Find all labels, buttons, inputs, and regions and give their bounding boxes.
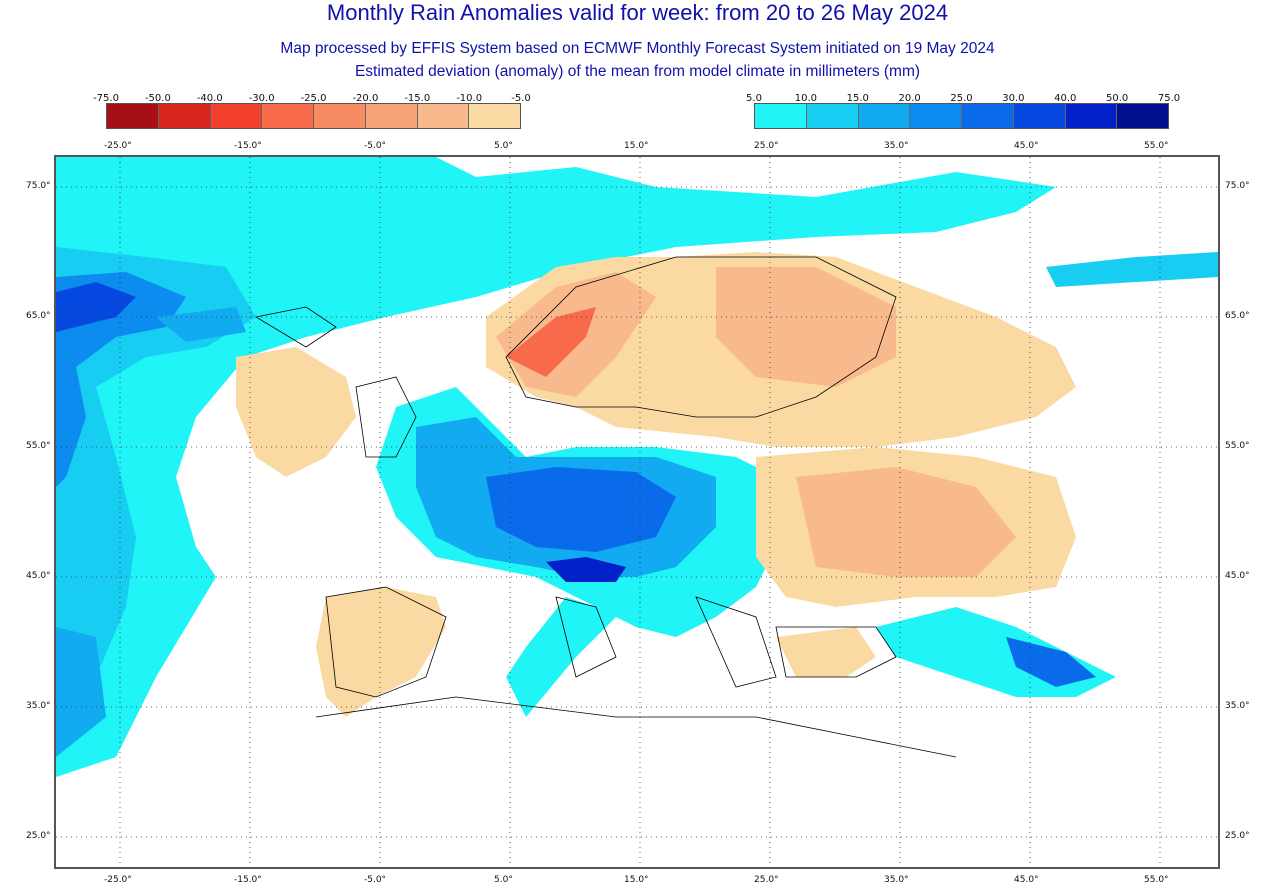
- legend-swatch: [262, 104, 314, 128]
- legend-label: -40.0: [196, 93, 223, 104]
- axis-tick-label: -15.0°: [234, 141, 262, 151]
- legend-label: 5.0: [746, 93, 762, 104]
- axis-tick-label: -5.0°: [364, 875, 387, 885]
- axis-tick-label: 5.0°: [494, 141, 513, 151]
- axis-tick-label: 55.0°: [1225, 441, 1250, 451]
- axis-tick-label: 75.0°: [1225, 181, 1250, 191]
- axis-tick-label: 55.0°: [1144, 141, 1169, 151]
- legend-label: 30.0: [1002, 93, 1025, 104]
- atlantic-wet-anomaly-2: [56, 247, 256, 717]
- legend-swatch: [107, 104, 159, 128]
- axis-tick-label: 5.0°: [494, 875, 513, 885]
- eastern-europe-dry-anomaly-2: [796, 467, 1016, 577]
- legend-swatch: [755, 104, 807, 128]
- axis-tick-label: -5.0°: [364, 141, 387, 151]
- legend-label: -10.0: [456, 93, 483, 104]
- legend-label: 50.0: [1105, 93, 1129, 104]
- axis-tick-label: 35.0°: [26, 701, 51, 711]
- legend-label: -15.0: [404, 93, 431, 104]
- axis-tick-label: 35.0°: [1225, 701, 1250, 711]
- atlantic-wet-anomaly-4: [56, 282, 136, 332]
- legend-label: -30.0: [248, 93, 275, 104]
- axis-tick-label: 15.0°: [624, 875, 649, 885]
- axis-tick-label: 25.0°: [754, 141, 779, 151]
- axis-tick-label: 15.0°: [624, 141, 649, 151]
- barents-wet-anomaly: [1046, 252, 1218, 287]
- anomaly-map: [56, 157, 1218, 867]
- axis-tick-label: 25.0°: [1225, 831, 1250, 841]
- graticule: [56, 157, 1218, 867]
- map-subtitle-processing: Map processed by EFFIS System based on E…: [280, 40, 995, 57]
- legend-positive-colorbar: [754, 103, 1169, 129]
- legend-label: 20.0: [898, 93, 921, 104]
- legend-label: -75.0: [93, 93, 119, 104]
- atlantic-south-wet: [56, 627, 106, 757]
- legend-swatch: [210, 104, 263, 128]
- map-frame: [54, 155, 1220, 869]
- legend-label: -50.0: [144, 93, 171, 104]
- legend-swatch: [858, 104, 911, 128]
- turkey-dry-anomaly: [776, 627, 876, 677]
- legend-label: -20.0: [352, 93, 379, 104]
- legend-label: 40.0: [1054, 93, 1077, 104]
- norway-dry-anomaly: [506, 307, 596, 377]
- axis-tick-label: 25.0°: [26, 831, 51, 841]
- legend-swatch: [806, 104, 859, 128]
- finland-dry-anomaly: [716, 267, 896, 387]
- axis-tick-label: 65.0°: [1225, 311, 1250, 321]
- axis-tick-label: 65.0°: [26, 311, 51, 321]
- axis-tick-label: 75.0°: [26, 181, 51, 191]
- legend-swatch: [1117, 104, 1168, 128]
- legend-swatch: [314, 104, 366, 128]
- legend-swatch: [910, 104, 962, 128]
- legend-label: -25.0: [300, 93, 327, 104]
- legend-swatch: [962, 104, 1014, 128]
- axis-tick-label: 35.0°: [884, 141, 909, 151]
- legend-label: 15.0: [846, 93, 869, 104]
- axis-tick-label: 25.0°: [754, 875, 779, 885]
- axis-tick-label: 45.0°: [1014, 141, 1039, 151]
- legend-swatch: [365, 104, 418, 128]
- legend-label: 25.0: [950, 93, 973, 104]
- caspian-wet-anomaly-2: [1006, 637, 1096, 687]
- legend-swatch: [469, 104, 520, 128]
- coastlines: [254, 256, 957, 758]
- caspian-wet-anomaly: [876, 607, 1116, 697]
- atlantic-wet-anomaly-3: [56, 272, 186, 487]
- legend-swatch: [1065, 104, 1118, 128]
- axis-tick-label: 45.0°: [1014, 875, 1039, 885]
- legend-label: -5.0: [511, 93, 531, 104]
- map-title: Monthly Rain Anomalies valid for week: f…: [326, 0, 949, 25]
- legend-swatch: [1013, 104, 1066, 128]
- central-europe-wet-anomaly-3: [486, 467, 676, 552]
- legend-swatch: [417, 104, 470, 128]
- axis-tick-label: 45.0°: [26, 571, 51, 581]
- map-subtitle-units: Estimated deviation (anomaly) of the mea…: [354, 63, 921, 80]
- axis-tick-label: 55.0°: [26, 441, 51, 451]
- legend-negative-colorbar: [106, 103, 521, 129]
- legend-label: 10.0: [794, 93, 818, 104]
- legend-swatch: [158, 104, 211, 128]
- atlantic-wet-anomaly: [56, 157, 1056, 777]
- legend-label: 75.0: [1157, 93, 1181, 104]
- axis-tick-label: 45.0°: [1225, 571, 1250, 581]
- iberia-dry-anomaly: [316, 587, 446, 717]
- axis-tick-label: -15.0°: [234, 875, 262, 885]
- iceland-wet-anomaly: [156, 307, 246, 342]
- axis-tick-label: -25.0°: [104, 875, 132, 885]
- axis-tick-label: 35.0°: [884, 875, 909, 885]
- axis-tick-label: -25.0°: [104, 141, 132, 151]
- axis-tick-label: 55.0°: [1144, 875, 1169, 885]
- ireland-britain-dry-anomaly: [236, 347, 356, 477]
- alps-wet-anomaly: [546, 557, 626, 582]
